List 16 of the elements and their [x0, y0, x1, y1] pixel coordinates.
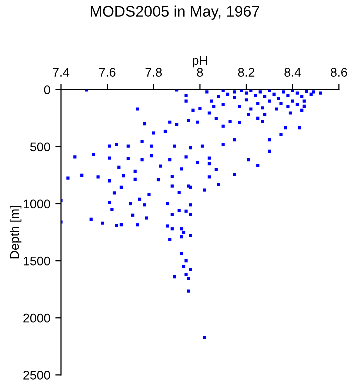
- y-tick-label: 2000: [24, 314, 50, 323]
- y-axis-title: Depth [m]: [10, 206, 22, 259]
- x-tick-label: 8.2: [238, 68, 255, 77]
- x-tick-label: 8: [197, 68, 204, 77]
- y-tick-label: 500: [30, 142, 50, 152]
- x-tick-label: 8.4: [284, 68, 302, 77]
- y-tick-label: 2500: [24, 370, 50, 380]
- x-tick-label: 7.6: [100, 68, 116, 77]
- x-axis-title: pH: [193, 56, 208, 68]
- y-tick-label: 1000: [24, 200, 50, 209]
- y-tick-label: 1500: [24, 256, 50, 266]
- chart-title: MODS2005 in May, 1967: [91, 6, 260, 20]
- x-tick-label: 7.8: [146, 68, 162, 77]
- x-tick-label: 7.4: [53, 68, 70, 77]
- y-tick-label: 0: [44, 86, 50, 95]
- x-tick-label: 8.6: [331, 68, 348, 77]
